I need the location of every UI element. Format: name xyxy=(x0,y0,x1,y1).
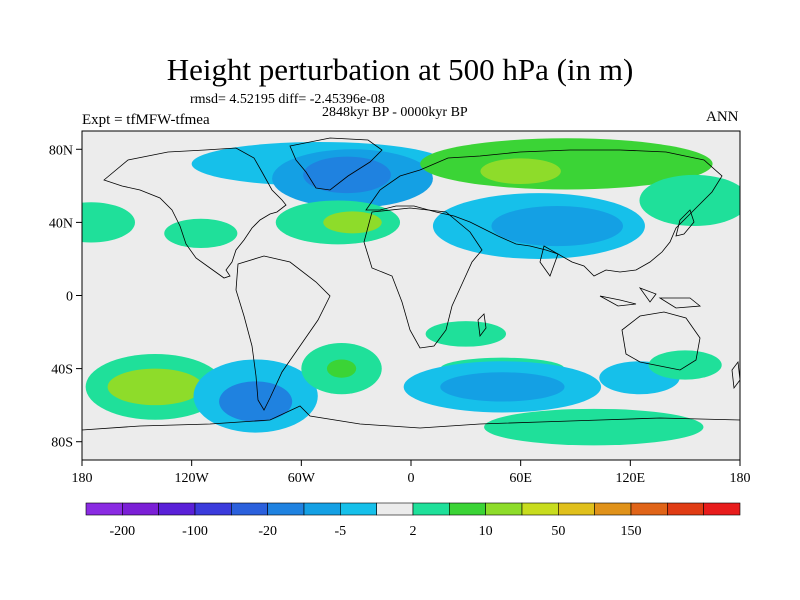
colorbar-box-2 xyxy=(158,502,196,516)
field-region-24 xyxy=(484,408,704,446)
field-region-14 xyxy=(107,368,203,406)
field-region-2 xyxy=(303,156,391,194)
stats-line: rmsd= 4.52195 diff= -2.45396e-08 xyxy=(190,92,385,107)
lat-label-0: 80N xyxy=(49,143,73,158)
colorbar-box-6 xyxy=(303,502,341,516)
lat-label-4: 80S xyxy=(51,436,73,451)
field-region-11 xyxy=(164,218,238,248)
colorbar-box-3 xyxy=(194,502,232,516)
lon-label-5: 120E xyxy=(616,471,646,486)
lon-label-1: 120W xyxy=(175,471,210,486)
lon-label-2: 60W xyxy=(288,471,316,486)
colorbar-box-16 xyxy=(667,502,704,516)
colorbar-box-17 xyxy=(703,502,741,516)
colorbar xyxy=(85,502,741,516)
field-region-4 xyxy=(480,158,561,185)
longitude-labels: 180 120W 60W 0 60E 120E 180 xyxy=(72,471,751,486)
coastlines xyxy=(82,137,740,431)
field-region-21 xyxy=(425,321,507,347)
lat-label-3: 40S xyxy=(51,363,73,378)
field-region-18 xyxy=(440,372,565,402)
period-line: 2848kyr BP - 0000kyr BP xyxy=(322,105,468,120)
lat-label-2: 0 xyxy=(66,290,73,305)
field-region-9 xyxy=(323,211,382,234)
lon-label-0: 180 xyxy=(72,471,93,486)
lon-label-4: 60E xyxy=(509,471,532,486)
field-region-16 xyxy=(219,381,293,422)
axis-ticks xyxy=(76,148,741,466)
colorbar-box-15 xyxy=(630,502,668,516)
colorbar-label-1: -100 xyxy=(182,524,208,539)
colorbar-box-8 xyxy=(376,502,414,516)
colorbar-box-4 xyxy=(231,502,268,516)
latitude-labels: 80N 40N 0 40S 80S xyxy=(49,143,73,450)
field-region-23 xyxy=(648,350,722,380)
colorbar-box-11 xyxy=(485,502,523,516)
experiment-label: Expt = tfMFW-tfmea xyxy=(82,112,210,128)
colorbar-box-13 xyxy=(558,502,595,516)
colorbar-label-7: 150 xyxy=(621,524,642,539)
colorbar-box-12 xyxy=(521,502,559,516)
colorbar-box-7 xyxy=(340,502,377,516)
colorbar-label-6: 50 xyxy=(551,524,565,539)
lon-label-3: 0 xyxy=(408,471,415,486)
colorbar-box-0 xyxy=(85,502,123,516)
colorbar-label-0: -200 xyxy=(109,524,135,539)
colorbar-box-9 xyxy=(412,502,450,516)
colorbar-labels: -200 -100 -20 -5 2 10 50 150 xyxy=(109,524,641,539)
colorbar-box-1 xyxy=(122,502,159,516)
colorbar-label-4: 2 xyxy=(410,524,417,539)
colorbar-label-3: -5 xyxy=(334,524,346,539)
field-region-20 xyxy=(326,359,357,378)
field-region-10 xyxy=(82,202,135,243)
colorbar-box-14 xyxy=(594,502,632,516)
lat-label-1: 40N xyxy=(49,216,73,231)
colorbar-box-5 xyxy=(267,502,305,516)
season-label: ANN xyxy=(706,109,739,125)
lon-label-6: 180 xyxy=(730,471,751,486)
field-region-7 xyxy=(491,205,624,247)
field-region-5 xyxy=(639,174,740,227)
colorbar-box-10 xyxy=(449,502,486,516)
colorbar-label-5: 10 xyxy=(479,524,493,539)
colorbar-label-2: -20 xyxy=(258,524,277,539)
plot-title: Height perturbation at 500 hPa (in m) xyxy=(166,52,634,87)
